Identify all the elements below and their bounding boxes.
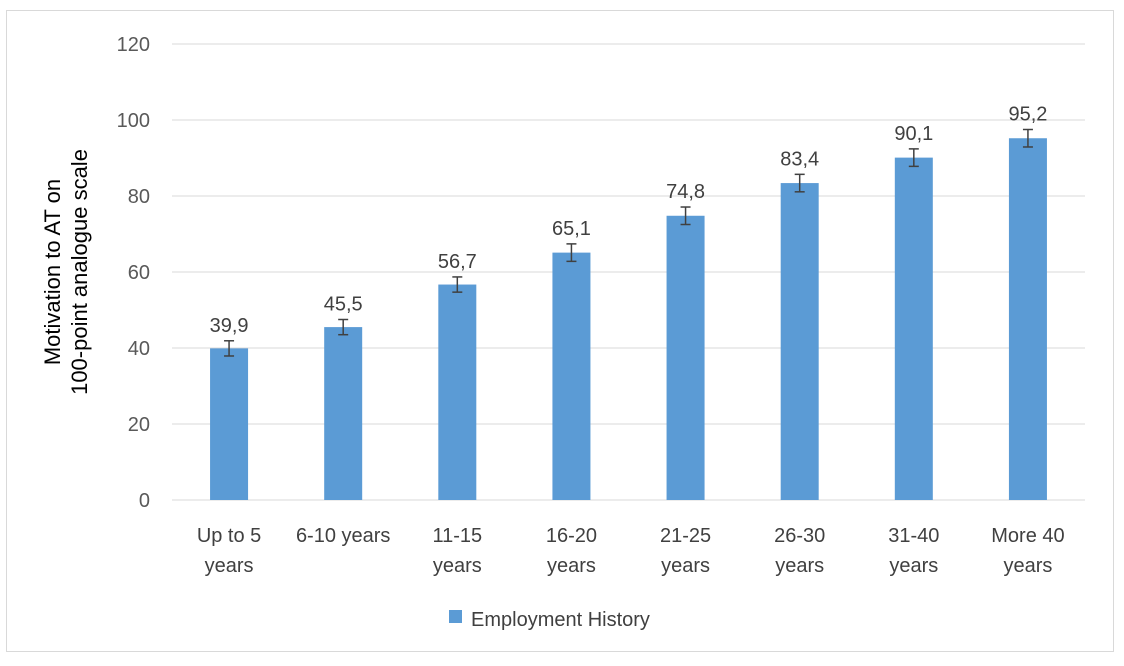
- x-tick-label-line: years: [889, 555, 938, 577]
- data-label: 39,9: [210, 315, 249, 337]
- x-tick-label: 11-15 years: [432, 525, 482, 577]
- data-label: 95,2: [1008, 104, 1047, 126]
- x-tick-label-line: 6-10 years: [296, 525, 391, 547]
- data-label: 65,1: [552, 218, 591, 240]
- x-tick-label: 26-30 years: [774, 525, 825, 577]
- y-tick-label: 40: [128, 338, 150, 360]
- bar: [894, 157, 933, 500]
- bar: [666, 215, 705, 500]
- x-tick-label-line: 31-40: [888, 525, 939, 547]
- y-axis-title-line: 100-point analogue scale: [67, 149, 92, 395]
- x-tick-label-line: More 40: [991, 525, 1064, 547]
- bar: [1008, 138, 1047, 501]
- data-label: 74,8: [666, 181, 705, 203]
- y-tick-label: 60: [128, 262, 150, 284]
- x-tick-label-line: years: [775, 555, 824, 577]
- legend-swatch: [449, 610, 462, 623]
- x-tick-label-line: 21-25: [660, 525, 711, 547]
- y-axis-title: Motivation to AT on100-point analogue sc…: [40, 149, 92, 395]
- y-tick-label: 80: [128, 186, 150, 208]
- x-tick-label-line: years: [547, 555, 596, 577]
- x-tick-label-line: years: [205, 555, 254, 577]
- y-tick-label: 20: [128, 414, 150, 436]
- y-tick-label: 0: [139, 490, 150, 512]
- data-label: 56,7: [438, 251, 477, 273]
- bar: [780, 183, 819, 500]
- x-tick-label-line: Up to 5: [197, 525, 261, 547]
- x-tick-label: 16-20 years: [546, 525, 597, 577]
- data-label: 45,5: [324, 294, 363, 316]
- x-tick-label-line: 11-15: [432, 525, 482, 547]
- bar: [324, 327, 363, 500]
- data-label: 90,1: [894, 123, 933, 145]
- legend-label: Employment History: [471, 609, 650, 631]
- y-tick-label: 100: [117, 110, 150, 132]
- bar: [552, 252, 591, 500]
- x-tick-label: 21-25 years: [660, 525, 711, 577]
- y-axis-title-line: Motivation to AT on: [40, 179, 65, 365]
- bar: [210, 348, 249, 500]
- y-tick-label: 120: [117, 34, 150, 56]
- x-tick-label-line: years: [661, 555, 710, 577]
- x-tick-label: Up to 5 years: [197, 525, 261, 577]
- x-tick-label-line: 26-30: [774, 525, 825, 547]
- x-tick-label-line: years: [1003, 555, 1052, 577]
- x-tick-label-line: years: [433, 555, 482, 577]
- x-tick-label: More 40 years: [991, 525, 1064, 577]
- x-tick-label: 6-10 years: [296, 525, 391, 547]
- bar: [438, 284, 477, 500]
- data-label: 83,4: [780, 148, 819, 170]
- x-tick-label-line: 16-20: [546, 525, 597, 547]
- x-tick-label: 31-40 years: [888, 525, 939, 577]
